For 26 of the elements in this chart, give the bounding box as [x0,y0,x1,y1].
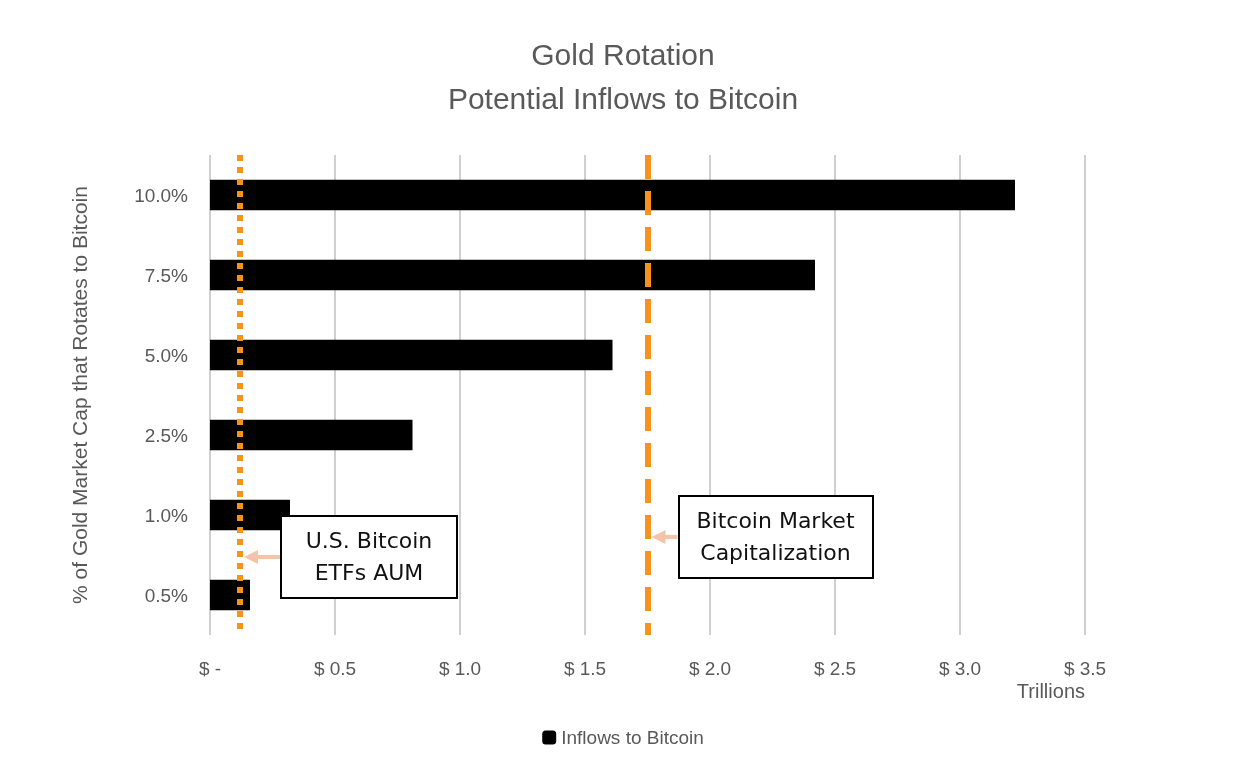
x-tick-label: $ 3.5 [1063,658,1107,679]
y-tick-label: 10.0% [134,184,189,206]
y-tick-label: 5.0% [144,344,189,366]
x-tick-label: $ - [198,658,222,679]
y-tick-label: 7.5% [144,264,189,286]
y-tick-label: 0.5% [144,584,189,606]
legend-label: Inflows to Bitcoin [561,727,704,748]
bar [210,179,1015,211]
callout-box: U.S. Bitcoin ETFs AUM [280,515,458,599]
x-tick-label: $ 1.0 [438,658,482,679]
bar [210,259,815,291]
x-axis-title: Trillions [1016,680,1085,702]
bar [210,339,613,371]
x-tick-label: $ 2.0 [688,658,732,679]
bar [210,579,250,611]
bar [210,419,413,451]
chart-title: Gold Rotation [531,37,715,71]
y-tick-label: 1.0% [144,504,189,526]
x-tick-label: $ 0.5 [313,658,357,679]
x-tick-label: $ 1.5 [563,658,607,679]
x-tick-label: $ 3.0 [938,658,982,679]
y-axis-title: % of Gold Market Cap that Rotates to Bitcoin [67,186,91,604]
callout-box: Bitcoin Market Capitalization [677,495,874,579]
y-tick-label: 2.5% [144,424,189,446]
x-tick-label: $ 2.5 [813,658,857,679]
chart-subtitle: Potential Inflows to Bitcoin [447,81,799,115]
